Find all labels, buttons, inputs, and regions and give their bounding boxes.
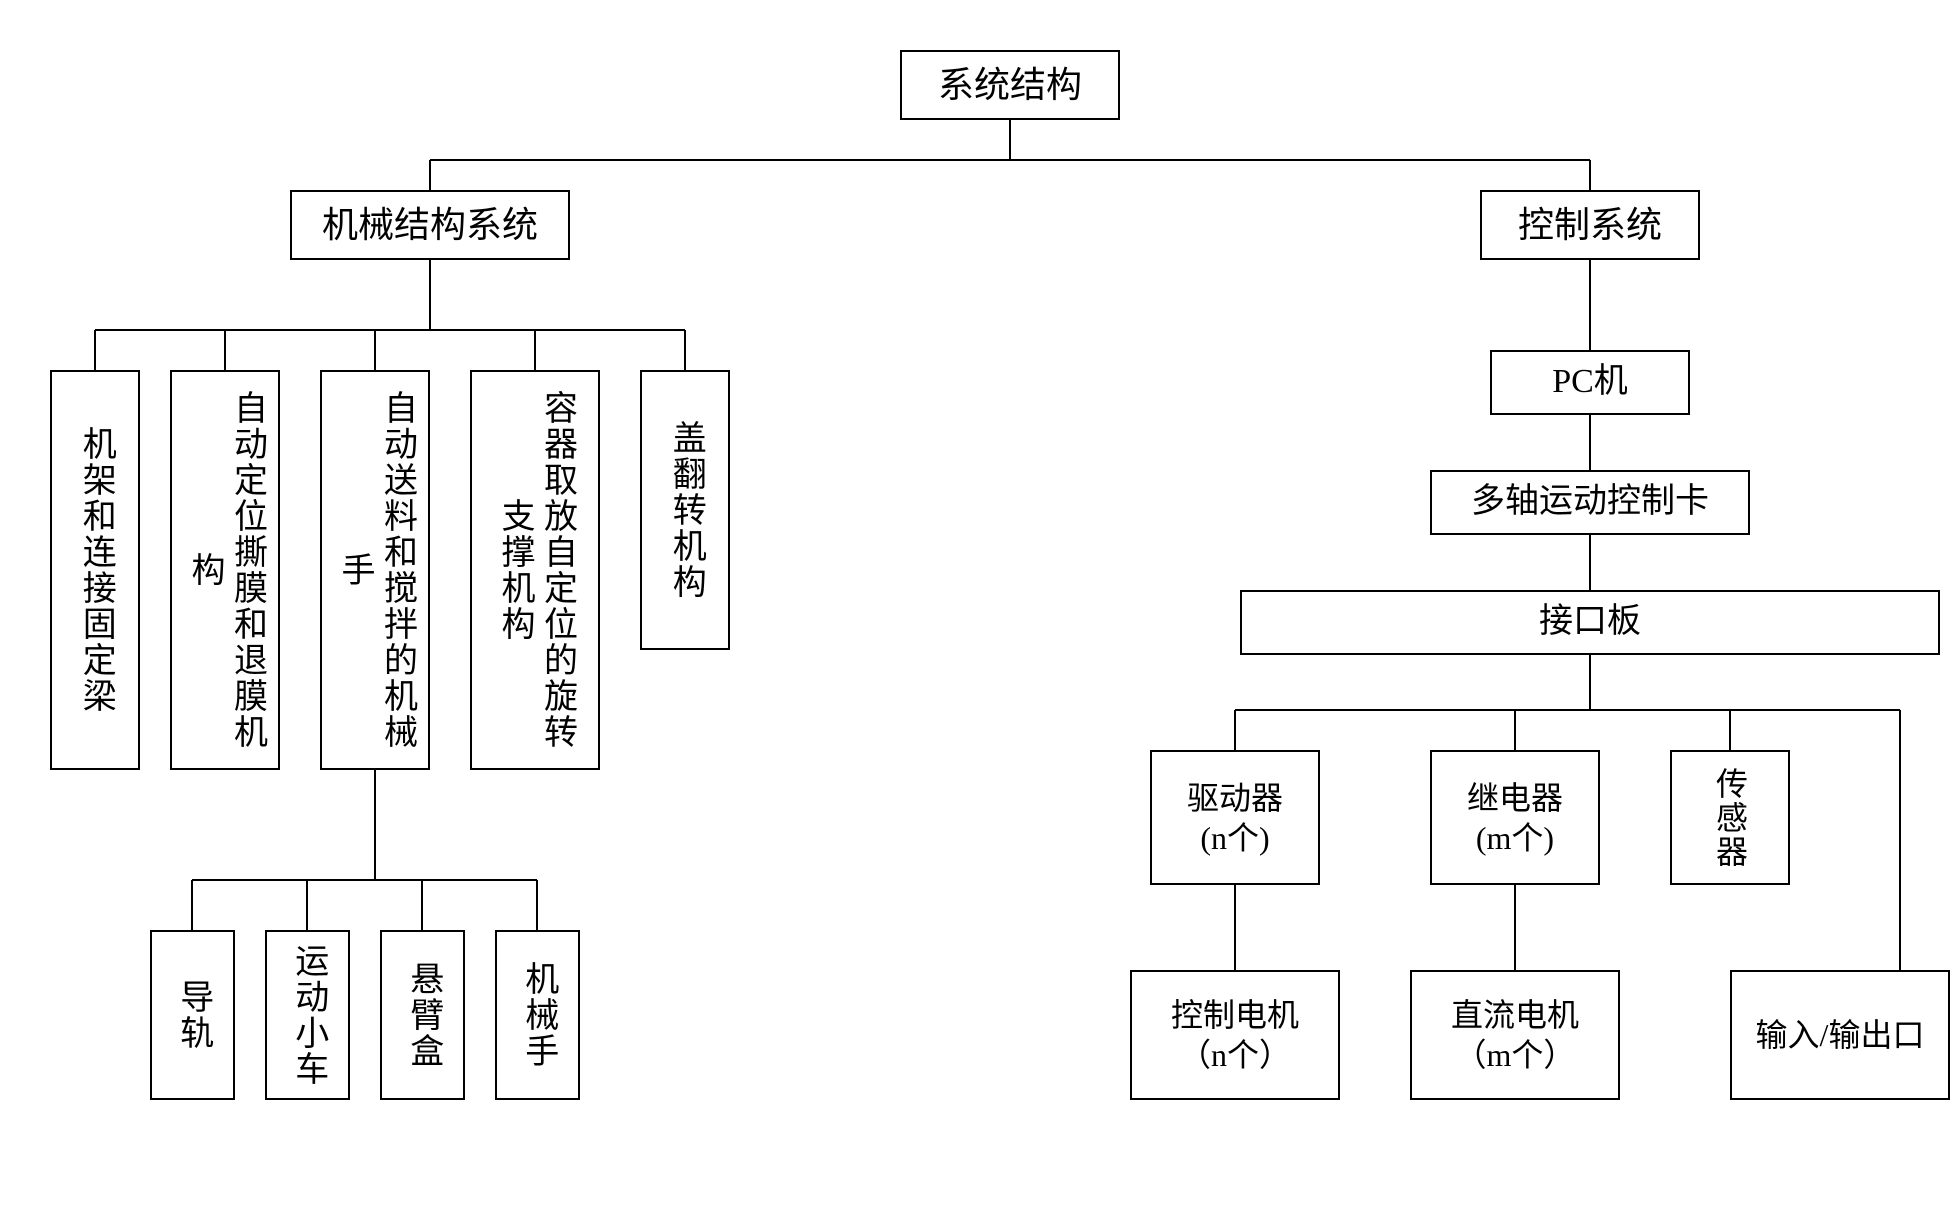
- node-label: 系统结构: [938, 63, 1082, 108]
- node-m2: 自动定位撕膜和退膜机构: [170, 370, 280, 770]
- node-label: 导轨: [171, 979, 214, 1051]
- node-label: 直流电机（m个）: [1451, 995, 1579, 1075]
- node-m3c: 悬臂盒: [380, 930, 465, 1100]
- node-sensor: 传感器: [1670, 750, 1790, 885]
- node-m5: 盖翻转机构: [640, 370, 730, 650]
- node-label: 传感器: [1710, 767, 1750, 869]
- node-driver: 驱动器(n个): [1150, 750, 1320, 885]
- node-label: 输入/输出口: [1756, 1015, 1925, 1055]
- node-label: 运动小车: [286, 943, 329, 1087]
- node-label: 悬臂盒: [401, 961, 444, 1069]
- node-label: 容器取放自定位的旋转支撑机构: [493, 380, 578, 760]
- node-m3b: 运动小车: [265, 930, 350, 1100]
- node-m4: 容器取放自定位的旋转支撑机构: [470, 370, 600, 770]
- node-ifboard: 接口板: [1240, 590, 1940, 655]
- node-label: 自动送料和搅拌的机械手: [333, 380, 418, 760]
- node-ioport: 输入/输出口: [1730, 970, 1950, 1100]
- node-card: 多轴运动控制卡: [1430, 470, 1750, 535]
- node-label: PC机: [1552, 361, 1628, 404]
- node-m3: 自动送料和搅拌的机械手: [320, 370, 430, 770]
- node-label: 自动定位撕膜和退膜机构: [183, 380, 268, 760]
- node-dcmotor: 直流电机（m个）: [1410, 970, 1620, 1100]
- node-label: 机架和连接固定梁: [74, 426, 117, 714]
- node-label: 多轴运动控制卡: [1471, 481, 1709, 524]
- node-label: 控制电机（n个）: [1171, 995, 1299, 1075]
- node-label: 盖翻转机构: [664, 420, 707, 600]
- node-mech: 机械结构系统: [290, 190, 570, 260]
- node-label: 控制系统: [1518, 203, 1662, 248]
- node-root: 系统结构: [900, 50, 1120, 120]
- diagram-canvas: 系统结构机械结构系统 控制系统机架和连接固定梁 自动定位撕膜和退膜机构自动送料和搅拌…: [30, 30, 1953, 1202]
- node-ctrlmotor: 控制电机（n个）: [1130, 970, 1340, 1100]
- node-label: 继电器(m个): [1467, 778, 1563, 858]
- node-pc: PC机: [1490, 350, 1690, 415]
- node-label: 机械手: [516, 961, 559, 1069]
- node-relay: 继电器(m个): [1430, 750, 1600, 885]
- node-label: 接口板: [1539, 601, 1641, 644]
- node-ctrl: 控制系统: [1480, 190, 1700, 260]
- node-m3a: 导轨: [150, 930, 235, 1100]
- node-m3d: 机械手: [495, 930, 580, 1100]
- node-m1: 机架和连接固定梁: [50, 370, 140, 770]
- node-label: 驱动器(n个): [1187, 778, 1283, 858]
- node-label: 机械结构系统: [322, 203, 538, 248]
